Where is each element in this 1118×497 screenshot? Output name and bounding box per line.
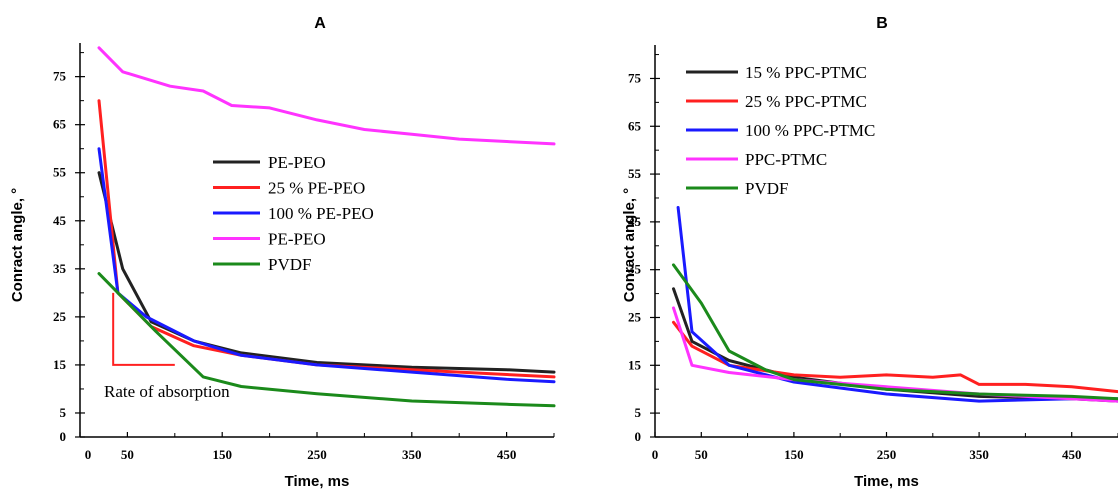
series-line-3 [676, 206, 1118, 403]
x-tick-label: 150 [212, 447, 232, 462]
y-tick-label: 0 [635, 429, 642, 444]
series-line-2 [97, 99, 556, 379]
y-tick-label: 45 [53, 213, 67, 228]
panel-b: B 0 5 15 25 35 45 55 65 75 0 50 150 250 350 450 Time, ms… [621, 15, 1118, 490]
y-tick-label: 55 [628, 166, 642, 181]
x-tick-label: 450 [1062, 447, 1082, 462]
y-tick-label: 15 [628, 357, 642, 372]
x-axis-title: Time, ms [285, 473, 350, 490]
y-tick-label: 45 [628, 214, 642, 229]
y-axis-title: Conract angle, ° [9, 188, 26, 302]
y-tick-label: 15 [53, 357, 67, 372]
y-tick-label: 65 [53, 117, 67, 132]
x-tick-label: 0 [85, 447, 92, 462]
y-tick-label: 0 [60, 429, 67, 444]
series-line-5 [97, 272, 556, 408]
x-tick-label: 450 [497, 447, 517, 462]
x-tick-label: 250 [307, 447, 327, 462]
x-tick-label: 350 [402, 447, 422, 462]
y-tick-label: 75 [53, 69, 67, 84]
y-tick-label: 25 [53, 309, 67, 324]
legend-label: PPC-PTMC [745, 150, 827, 169]
legend-label: 100 % PE-PEO [268, 204, 374, 223]
legend-label: PE-PEO [268, 153, 326, 172]
x-tick-label: 250 [877, 447, 897, 462]
legend-label: PVDF [745, 179, 788, 198]
panel-title: B [876, 15, 888, 32]
y-tick-label: 65 [628, 118, 642, 133]
legend-label: 25 % PPC-PTMC [745, 92, 867, 111]
x-tick-label: 0 [652, 447, 659, 462]
legend-label: 15 % PPC-PTMC [745, 63, 867, 82]
legend-label: 100 % PPC-PTMC [745, 121, 875, 140]
y-tick-label: 5 [635, 405, 642, 420]
x-tick-label: 150 [784, 447, 804, 462]
y-tick-label: 5 [60, 405, 67, 420]
panel-a: A 0 5 15 25 35 45 55 65 75 0 50 150 250 350 450 Time, ms… [9, 15, 556, 490]
x-axis-title: Time, ms [854, 473, 919, 490]
y-tick-label: 35 [628, 262, 642, 277]
series-line-1 [97, 171, 556, 374]
legend-label: PVDF [268, 255, 311, 274]
series-line-5 [672, 263, 1118, 401]
y-tick-label: 75 [628, 70, 642, 85]
x-tick-label: 50 [121, 447, 134, 462]
series-line-4 [97, 46, 556, 146]
series-line-2 [672, 320, 1118, 394]
y-tick-label: 25 [628, 309, 642, 324]
x-tick-label: 350 [969, 447, 989, 462]
panel-title: A [314, 15, 326, 32]
rate-marker [112, 292, 175, 366]
y-tick-label: 55 [53, 165, 67, 180]
x-tick-label: 50 [695, 447, 708, 462]
legend-label: PE-PEO [268, 230, 326, 249]
y-tick-label: 35 [53, 261, 67, 276]
annotation-text: Rate of absorption [104, 382, 230, 401]
legend-label: 25 % PE-PEO [268, 179, 365, 198]
y-axis-title: Conract angle, ° [621, 188, 638, 302]
